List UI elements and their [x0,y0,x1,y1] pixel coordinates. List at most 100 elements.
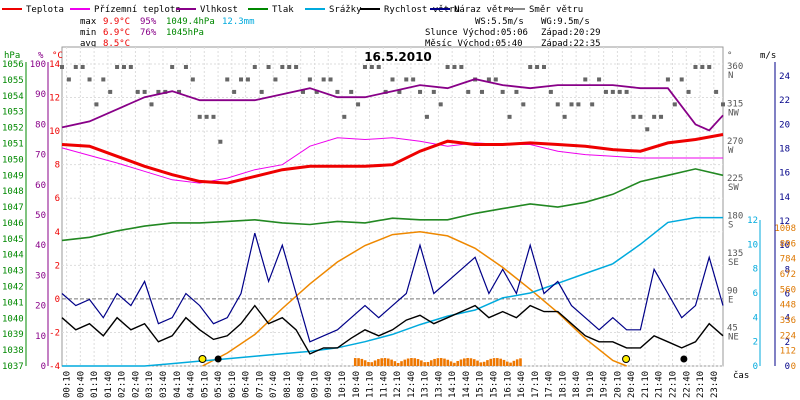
legend-entry: Vlhkost [200,5,238,15]
point-wind-direction [541,65,546,69]
legend-entry: Přízemní teplota [94,5,181,15]
point-wind-direction [452,65,457,69]
bar-uv [410,358,413,366]
series-humidity [61,78,724,132]
bar-uv [439,358,443,366]
series-solar [202,231,627,367]
point-wind-direction [404,77,409,82]
bar-uv [505,361,509,366]
bar-uv [396,362,400,366]
axis-label-degc: °C [52,51,63,61]
bar-uv [400,361,403,366]
bar-uv [443,358,446,366]
tick-time: 23:40 [710,371,720,398]
point-wind-direction [266,65,271,69]
point-wind-direction [101,77,106,82]
point-wind-direction [438,102,443,107]
stat-min-temp: 6.9°C [103,28,130,38]
tick-time: 03:40 [159,371,169,398]
marker-moonrise [214,355,222,363]
bar-uv [499,358,502,366]
tick-pressure: 1056 [2,60,24,70]
tick-temp: 4 [55,228,60,238]
point-wind-direction [397,89,402,94]
point-wind-direction [390,77,395,82]
point-wind-direction [714,89,719,94]
point-wind-direction [610,89,615,94]
legend-entry: Srážky [329,5,362,15]
bar-uv [489,358,493,366]
point-wind-direction [631,114,636,119]
tick-solar: 1008 [774,224,796,234]
point-wind-direction [135,89,140,94]
bar-uv [373,360,377,366]
tick-rain: 8 [753,265,758,275]
tick-time: 06:40 [242,371,252,398]
plot-frame [61,46,724,367]
tick-solar: 448 [780,301,796,311]
point-wind-direction [638,114,643,119]
point-wind-direction [659,114,664,119]
bar-uv [469,358,473,366]
bar-uv [420,360,423,366]
plot-area: 16.5.2010 [60,46,725,367]
tick-direction: 315 [727,99,743,109]
tick-time: 02:40 [131,371,141,398]
tick-pressure: 1054 [2,92,24,102]
point-wind-direction [287,65,292,69]
point-wind-direction [369,65,374,69]
tick-humidity: 10 [35,332,46,342]
point-wind-direction [700,65,705,69]
tick-time: 01:10 [90,371,100,398]
tick-temp: 6 [55,194,60,204]
series-temperature [61,133,724,185]
point-wind-direction [569,102,574,107]
bar-uv [360,358,364,366]
tick-wind: 0 [785,362,790,372]
legend-entry: Směr větru [529,5,583,15]
point-wind-direction [232,89,237,94]
tick-time: 17:40 [545,371,555,398]
tick-pressure: 1037 [2,362,24,372]
stat-avg-label: avg [80,39,96,49]
stat-max-press: 1049.4hPa [166,17,215,27]
bar-uv [390,359,393,366]
stat-min-hum: 76% [140,28,157,38]
point-wind-direction [177,89,182,94]
tick-pressure: 1042 [2,283,24,293]
legend-entry: Náraz větru [454,5,514,15]
tick-temp: 10 [49,127,60,137]
tick-time: 19:10 [586,371,596,398]
tick-wind: 6 [785,290,790,300]
tick-time: 22:10 [669,371,679,398]
point-wind-direction [170,65,175,69]
point-wind-direction [183,65,188,69]
tick-time: 15:40 [489,371,499,398]
point-wind-direction [80,65,85,69]
tick-time: 07:40 [269,371,279,398]
tick-time: 04:10 [173,371,183,398]
tick-pressure: 1051 [2,139,24,149]
stat-sun-set: Západ:20:29 [541,28,601,38]
stat-min-label: min [80,28,96,38]
tick-temp: 0 [55,295,60,305]
point-wind-direction [548,89,553,94]
bar-uv [502,359,506,366]
tick-solar: 784 [780,255,796,265]
tick-direction-name: SE [728,258,739,268]
point-wind-direction [60,65,64,69]
point-wind-direction [459,65,464,69]
point-wind-direction [576,102,581,107]
tick-humidity: 30 [35,271,46,281]
tick-direction: 45 [727,324,738,334]
tick-solar: 0 [791,362,796,372]
tick-solar: 336 [780,316,796,326]
legend-entry: Teplota [26,5,64,15]
point-wind-direction [507,114,512,119]
tick-temp: 2 [55,261,60,271]
tick-rain: 0 [753,362,758,372]
tick-humidity: 90 [35,90,46,100]
tick-humidity: 20 [35,302,46,312]
tick-pressure: 1039 [2,330,24,340]
bar-uv [429,360,433,366]
